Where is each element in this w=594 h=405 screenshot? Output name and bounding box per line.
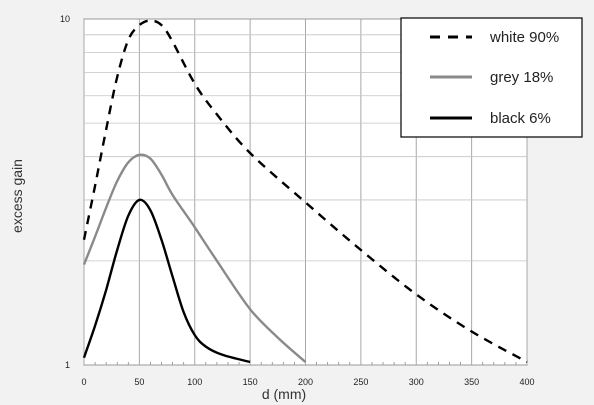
x-tick-label: 0 — [81, 377, 86, 387]
legend-label-2: black 6% — [490, 110, 551, 127]
x-tick-label: 400 — [519, 377, 534, 387]
series-lines — [82, 19, 528, 364]
x-tick-label: 150 — [243, 377, 258, 387]
x-tick-label: 100 — [187, 377, 202, 387]
legend: white 90% grey 18% black 6% — [400, 17, 583, 138]
y-tick-label: 1 — [65, 360, 70, 370]
x-tick-label: 250 — [353, 377, 368, 387]
series-line-2 — [82, 198, 251, 364]
x-axis-label: d (mm) — [262, 386, 306, 402]
x-tick-label: 50 — [134, 377, 144, 387]
x-tick-label: 350 — [464, 377, 479, 387]
legend-label-0: white 90% — [489, 29, 559, 46]
x-tick-label: 200 — [298, 377, 313, 387]
legend-label-1: grey 18% — [490, 69, 553, 86]
axes: 0 50 100 150 200 250 300 350 400 1 10 — [60, 14, 535, 387]
x-tick-label: 300 — [409, 377, 424, 387]
series-line-0 — [82, 19, 528, 364]
y-axis-label: excess gain — [9, 159, 25, 233]
y-tick-label: 10 — [60, 14, 70, 24]
series-line-1 — [82, 153, 307, 363]
